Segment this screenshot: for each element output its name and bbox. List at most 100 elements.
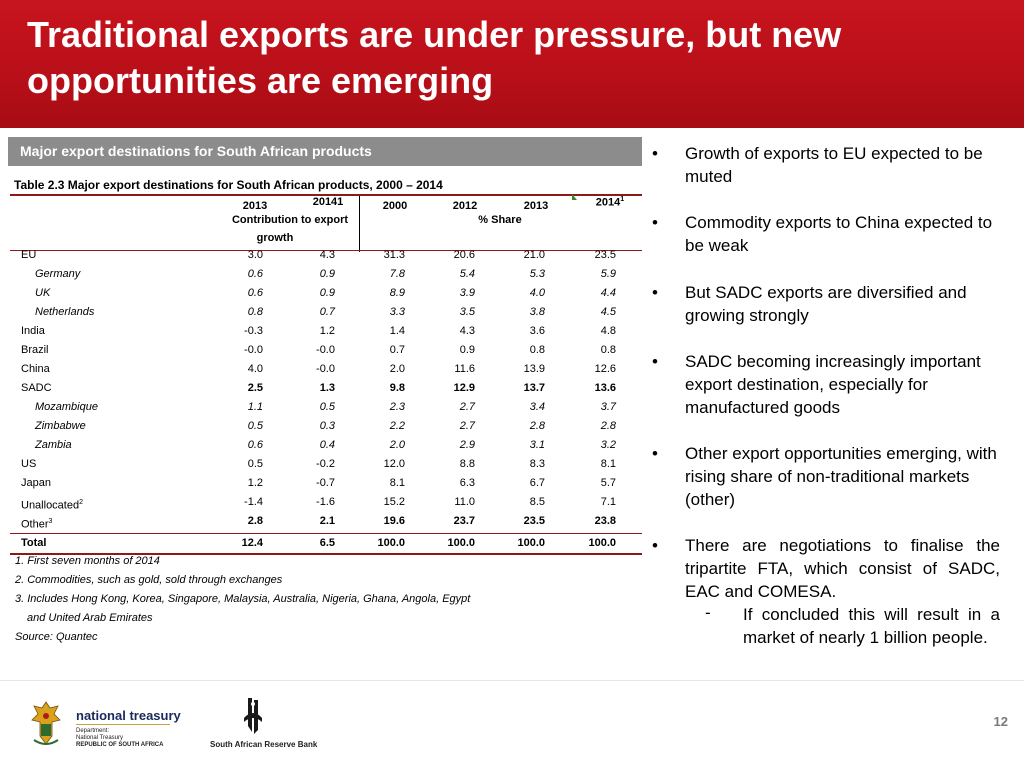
table-row: India -0.3 1.2 1.4 4.3 3.6 4.8 xyxy=(10,322,642,341)
bullet-item: • Other export opportunities emerging, wi… xyxy=(652,444,997,509)
table-cell: 4.3 xyxy=(459,325,475,337)
table-cell: 3.8 xyxy=(529,306,545,318)
table-cell: 4.8 xyxy=(600,325,616,337)
table-cell: 1.4 xyxy=(389,325,405,337)
table-cell: 4.4 xyxy=(600,287,616,299)
bullet-icon: • xyxy=(652,536,658,555)
table-cell: 0.8 xyxy=(247,306,263,318)
table-cell: 7.1 xyxy=(600,496,616,508)
table-cell: 4.5 xyxy=(600,306,616,318)
table-cell: 100.0 xyxy=(588,537,616,549)
row-label: Total xyxy=(21,537,47,549)
table-cell: 8.5 xyxy=(529,496,545,508)
table-cell: 23.5 xyxy=(594,249,616,261)
table-cell: 0.9 xyxy=(459,344,475,356)
footer xyxy=(0,680,1024,769)
table-cell: -0.0 xyxy=(244,344,263,356)
table-cell: 9.8 xyxy=(389,382,405,394)
table-row: EU 3.0 4.3 31.3 20.6 21.0 23.5 xyxy=(10,246,642,265)
bullet-item: • Commodity exports to China expected to … xyxy=(652,213,993,255)
table-row: Brazil -0.0 -0.0 0.7 0.9 0.8 0.8 xyxy=(10,341,642,360)
table-cell: 0.5 xyxy=(319,401,335,413)
table-cell: 3.0 xyxy=(247,249,263,261)
table-cell: 13.9 xyxy=(523,363,545,375)
sub-bullet-item: - If concluded this will result in a mark… xyxy=(705,603,1000,647)
table-cell: 6.3 xyxy=(459,477,475,489)
table-cell: 3.1 xyxy=(529,439,545,451)
table-cell: 2.9 xyxy=(459,439,475,451)
bullet-item: • But SADC exports are diversified and gr… xyxy=(652,283,967,325)
table-cell: 8.8 xyxy=(459,458,475,470)
table-cell: 4.3 xyxy=(319,249,335,261)
table-cell: 19.6 xyxy=(383,515,405,527)
bullet-icon: • xyxy=(652,444,658,463)
table-cell: 0.6 xyxy=(247,268,263,280)
table-row: US 0.5 -0.2 12.0 8.8 8.3 8.1 xyxy=(10,455,642,474)
table-cell: 3.6 xyxy=(529,325,545,337)
treasury-dept: Department: xyxy=(76,728,110,734)
table-cell: 6.7 xyxy=(529,477,545,489)
table-cell: 3.2 xyxy=(600,439,616,451)
table-cell: 2.8 xyxy=(600,420,616,432)
table-cell: -1.6 xyxy=(316,496,335,508)
table-cell: 15.2 xyxy=(383,496,405,508)
header-20141-contrib: 20141 xyxy=(312,196,344,208)
row-label: Zambia xyxy=(35,439,72,451)
table-cell: -0.3 xyxy=(244,325,263,337)
table-cell: 8.1 xyxy=(389,477,405,489)
caption-rule xyxy=(10,194,642,196)
row-label: Japan xyxy=(21,477,51,489)
table-row: Other3 2.8 2.1 19.6 23.7 23.5 23.8 xyxy=(10,512,642,531)
footnote: and United Arab Emirates xyxy=(27,612,153,624)
row-label: UK xyxy=(35,287,51,299)
table-cell: 2.8 xyxy=(247,515,263,527)
dash-icon: - xyxy=(705,603,711,622)
table-cell: 6.5 xyxy=(319,537,335,549)
table-cell: 20.6 xyxy=(453,249,475,261)
table-cell: 0.5 xyxy=(247,458,263,470)
table-cell: 2.5 xyxy=(247,382,263,394)
row-label: SADC xyxy=(21,382,52,394)
table-cell: 12.4 xyxy=(241,537,263,549)
table-cell: 12.0 xyxy=(383,458,405,470)
reserve-bank-logo xyxy=(244,698,262,734)
table-cell: 0.9 xyxy=(319,287,335,299)
treasury-dept-name: National Treasury xyxy=(76,735,124,741)
table-row: SADC 2.5 1.3 9.8 12.9 13.7 13.6 xyxy=(10,379,642,398)
table-cell: 13.7 xyxy=(523,382,545,394)
table-caption: Table 2.3 Major export destinations for … xyxy=(14,178,443,192)
table-cell: 5.3 xyxy=(529,268,545,280)
treasury-country: REPUBLIC OF SOUTH AFRICA xyxy=(76,742,164,748)
header-share: % Share xyxy=(478,214,522,226)
table-cell: 21.0 xyxy=(523,249,545,261)
table-cell: 2.7 xyxy=(459,420,475,432)
table-cell: 5.9 xyxy=(600,268,616,280)
treasury-name: national treasury xyxy=(76,708,181,723)
table-body: EU 3.0 4.3 31.3 20.6 21.0 23.5 Germany 0.6 0.9 7.8… xyxy=(10,246,642,555)
header-2012: 2012 xyxy=(452,200,478,212)
row-label: China xyxy=(21,363,50,375)
table-row: Zimbabwe 0.5 0.3 2.2 2.7 2.8 2.8 xyxy=(10,417,642,436)
table-cell: 2.0 xyxy=(389,439,405,451)
table-cell: 2.1 xyxy=(319,515,335,527)
table-cell: 12.9 xyxy=(453,382,475,394)
row-label: Brazil xyxy=(21,344,49,356)
coat-of-arms-logo xyxy=(31,701,61,745)
table-cell: 2.7 xyxy=(459,401,475,413)
table-cell: -0.0 xyxy=(316,344,335,356)
footnote: 1. First seven months of 2014 xyxy=(15,555,160,567)
table-cell: 0.6 xyxy=(247,287,263,299)
table-row: Germany 0.6 0.9 7.8 5.4 5.3 5.9 xyxy=(10,265,642,284)
table-cell: 8.3 xyxy=(529,458,545,470)
table-cell: 7.8 xyxy=(389,268,405,280)
table-cell: 100.0 xyxy=(377,537,405,549)
header-2000: 2000 xyxy=(382,200,408,212)
table-cell: 31.3 xyxy=(383,249,405,261)
table-cell: 23.8 xyxy=(594,515,616,527)
table-row: Total 12.4 6.5 100.0 100.0 100.0 100.0 xyxy=(10,533,642,555)
row-label: Germany xyxy=(35,268,81,280)
table-cell: 12.6 xyxy=(594,363,616,375)
table-cell: 3.4 xyxy=(529,401,545,413)
table-cell: 5.7 xyxy=(600,477,616,489)
bullet-list: • Growth of exports to EU expected to be … xyxy=(652,142,1000,649)
